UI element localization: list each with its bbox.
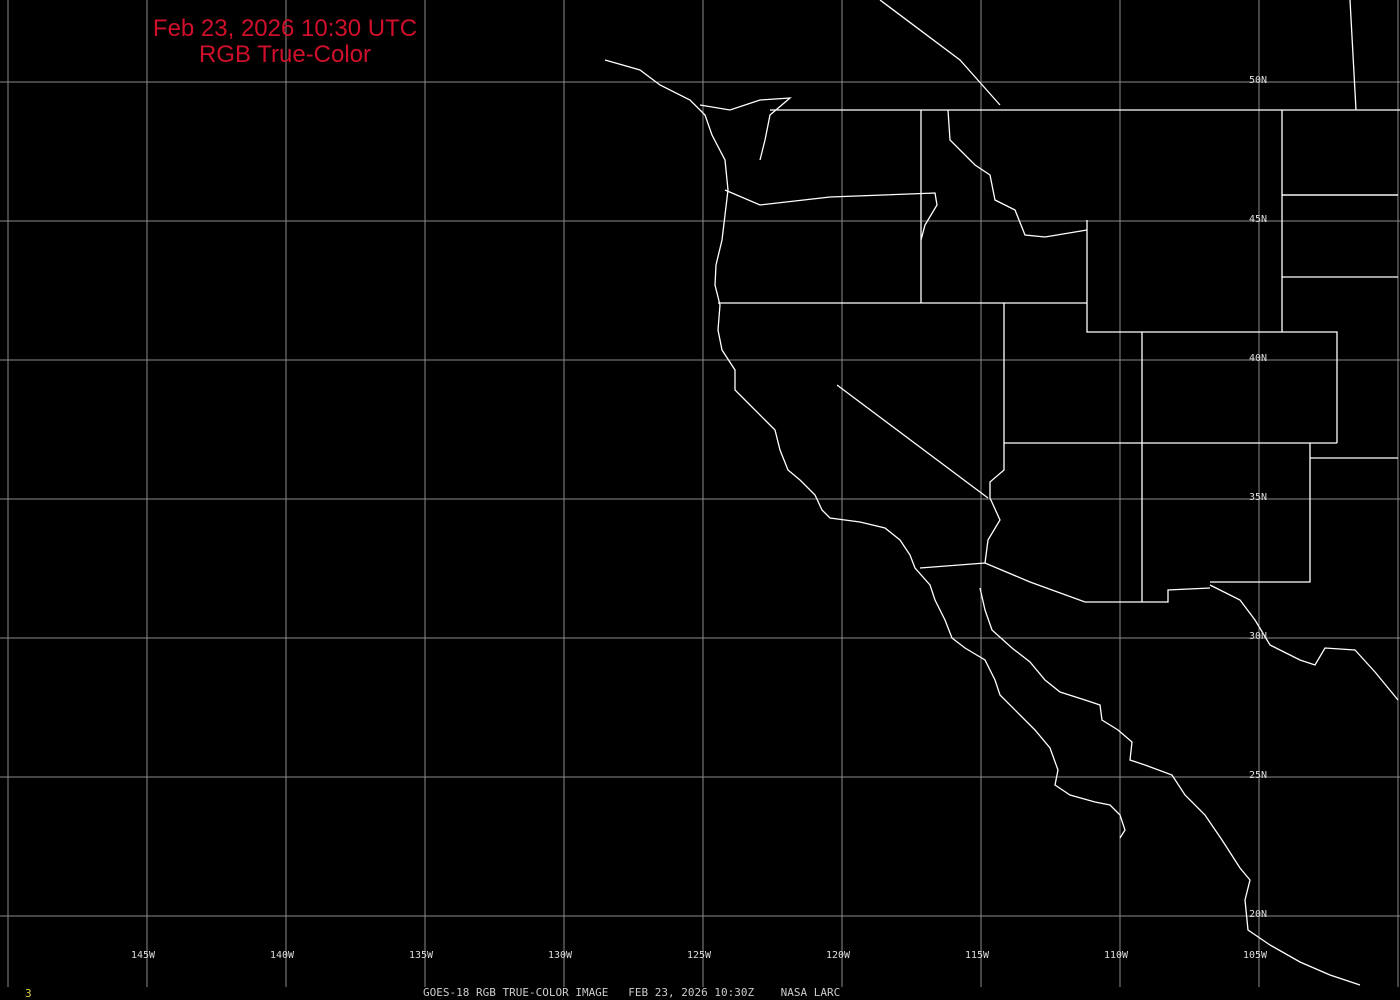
latitude-label: 20N	[1249, 909, 1268, 920]
pacific-coastline	[604, 59, 1126, 839]
nm-tx	[1210, 443, 1311, 583]
map-title: Feb 23, 2026 10:30 UTC	[152, 15, 418, 42]
latitude-label: 40N	[1249, 353, 1268, 364]
sonora-coast	[1209, 584, 1399, 701]
longitude-label: 145W	[131, 950, 156, 961]
ca-nv-diagonal	[836, 384, 989, 499]
longitude-label: 120W	[826, 950, 851, 961]
nevada-east	[984, 303, 1005, 564]
latitude-label: 30N	[1249, 631, 1268, 642]
idaho-montana	[947, 109, 1088, 238]
longitude-label: 125W	[687, 950, 712, 961]
canada-coast	[699, 97, 792, 161]
mexico-mainland-coast	[1144, 764, 1361, 986]
longitude-label: 110W	[1104, 950, 1129, 961]
latitude-label: 50N	[1249, 75, 1268, 86]
frame-number: 3	[25, 987, 32, 1000]
canada-interior	[879, 0, 1001, 106]
dakotas-borders	[1282, 0, 1398, 278]
longitude-label: 140W	[270, 950, 295, 961]
longitude-label: 115W	[965, 950, 990, 961]
image-caption: GOES-18 RGB TRUE-COLOR IMAGE FEB 23, 202…	[423, 986, 841, 999]
longitude-label: 135W	[409, 950, 434, 961]
us-mexico-border	[919, 562, 1211, 603]
wyoming	[1086, 220, 1338, 443]
map-subtitle: RGB True-Color	[198, 41, 372, 68]
latitude-label: 35N	[1249, 492, 1268, 503]
baja-east-coast	[979, 587, 1146, 766]
longitude-label: 105W	[1243, 950, 1268, 961]
wa-or-border	[724, 189, 938, 241]
boundaries	[604, 0, 1400, 986]
latitude-label: 25N	[1249, 770, 1268, 781]
latitude-label: 45N	[1249, 214, 1268, 225]
longitude-label: 130W	[548, 950, 573, 961]
